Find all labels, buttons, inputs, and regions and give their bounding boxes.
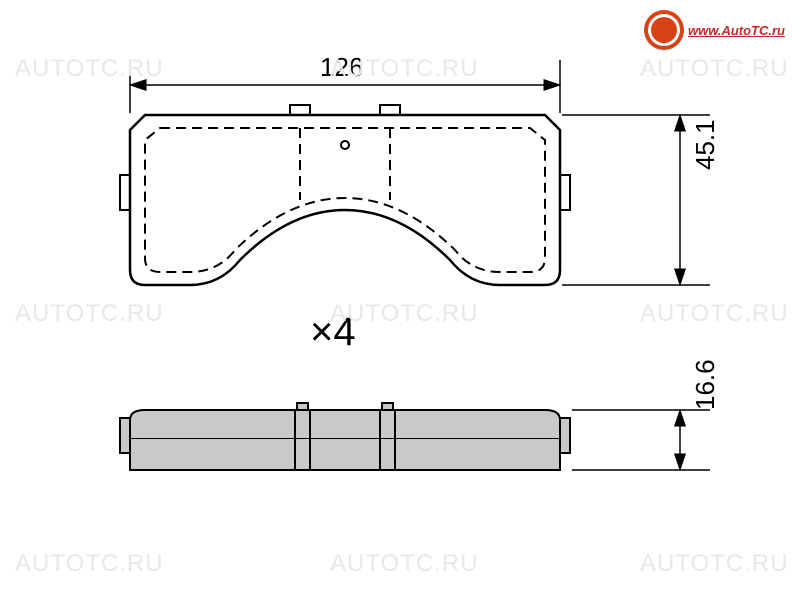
dim-thickness-label: 16.6 [690, 359, 721, 410]
front-view [120, 105, 570, 285]
side-view [120, 403, 570, 470]
technical-drawing [0, 0, 800, 600]
dimension-thickness [572, 410, 710, 470]
quantity-label: ×4 [310, 310, 356, 355]
dim-width-label: 126 [320, 52, 363, 83]
dimension-height [562, 115, 710, 285]
dim-height-label: 45.1 [690, 119, 721, 170]
